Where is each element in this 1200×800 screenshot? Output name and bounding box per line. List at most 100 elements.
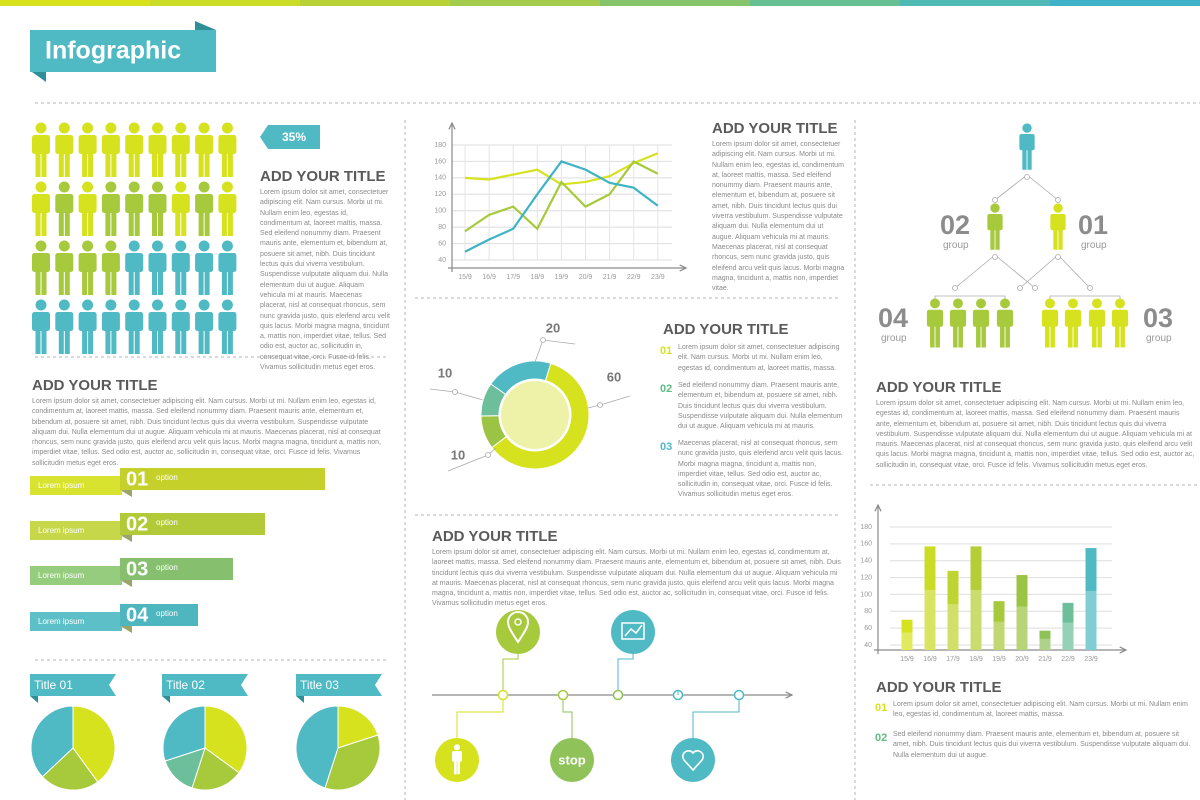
y-tick-label: 60 xyxy=(438,240,446,247)
badge-text: 35% xyxy=(282,130,306,144)
y-tick-label: 180 xyxy=(434,142,446,149)
person-body xyxy=(125,194,144,213)
person-leg xyxy=(457,760,461,775)
person-icon xyxy=(32,299,50,354)
x-tick-label: 16/9 xyxy=(923,656,937,663)
person-leg xyxy=(88,270,94,295)
person-icon xyxy=(101,122,120,177)
person-leg xyxy=(227,270,233,295)
bar-shade xyxy=(901,632,913,650)
person-icon xyxy=(148,299,167,354)
person-head xyxy=(175,299,187,311)
person-head xyxy=(1045,298,1055,309)
person-head xyxy=(58,240,70,252)
option-label-box xyxy=(30,566,122,585)
person-leg xyxy=(1115,325,1120,348)
bar-shade xyxy=(1085,590,1097,650)
person-icon xyxy=(949,298,967,348)
person-body xyxy=(101,312,120,331)
tree-line xyxy=(1026,174,1059,201)
person-body xyxy=(996,309,1014,327)
person-icon xyxy=(1041,298,1059,348)
option-bar xyxy=(120,468,325,490)
banner-fold xyxy=(195,21,216,30)
timeline-node xyxy=(557,689,569,701)
timeline-connector xyxy=(617,654,634,695)
block-title: ADD YOUR TITLE xyxy=(712,120,838,137)
person-head xyxy=(58,122,70,134)
tree-line xyxy=(954,254,996,289)
person-leg xyxy=(35,211,41,236)
header-title: Infographic xyxy=(45,37,181,65)
person-body xyxy=(1041,309,1059,327)
option-label: option xyxy=(156,563,178,572)
person-body xyxy=(218,253,237,272)
pie-slice xyxy=(30,705,74,778)
tree-line xyxy=(1057,254,1091,289)
person-leg xyxy=(198,152,204,177)
person-head xyxy=(198,299,210,311)
person-leg xyxy=(41,329,47,354)
person-body xyxy=(171,312,190,331)
badge xyxy=(260,125,320,149)
bar-shade xyxy=(970,589,982,650)
person-icon xyxy=(996,298,1014,348)
person-icon xyxy=(195,299,214,354)
option-number: 02 xyxy=(126,513,148,535)
person-leg xyxy=(453,760,457,775)
pie-title: Title 03 xyxy=(300,678,339,692)
tree-bracket xyxy=(1049,295,1121,305)
paragraph: Sed eleifend nonummy diam. Praesent maur… xyxy=(678,382,843,431)
y-tick-label: 40 xyxy=(438,257,446,264)
person-leg xyxy=(981,325,986,348)
person-icon xyxy=(1050,203,1066,250)
person-leg xyxy=(204,270,210,295)
person-head xyxy=(198,181,210,193)
option-text: Lorem ipsum xyxy=(38,481,85,490)
person-leg xyxy=(134,211,140,236)
y-tick-label: 120 xyxy=(434,191,446,198)
title-banner xyxy=(296,674,382,696)
donut-center xyxy=(501,381,569,449)
person-body xyxy=(1111,309,1129,327)
person-icon xyxy=(195,181,214,236)
tree-node xyxy=(1032,285,1038,291)
person-leg xyxy=(35,329,41,354)
person-icon xyxy=(1019,123,1035,170)
block-title: ADD YOUR TITLE xyxy=(32,377,158,394)
bar xyxy=(1039,630,1051,650)
line-series xyxy=(464,160,659,233)
bar xyxy=(1016,575,1028,650)
tree-node xyxy=(1024,174,1030,180)
option-label-box xyxy=(30,521,122,540)
y-axis-head xyxy=(448,121,456,130)
x-tick-label: 15/9 xyxy=(458,274,472,281)
paragraph: Lorem ipsum dolor sit amet, consectetuer… xyxy=(712,141,845,293)
x-tick-label: 15/9 xyxy=(900,656,914,663)
person-leg xyxy=(64,211,70,236)
person-head xyxy=(1022,123,1032,133)
person-icon xyxy=(148,240,167,295)
top-strip xyxy=(750,0,900,6)
person-leg xyxy=(221,270,227,295)
person-leg xyxy=(128,270,134,295)
person-leg xyxy=(134,152,140,177)
banner-tail xyxy=(32,72,46,82)
item-number: 01 xyxy=(660,345,673,357)
person-leg xyxy=(128,329,134,354)
top-strip xyxy=(450,0,600,6)
person-head xyxy=(128,122,140,134)
tree-node xyxy=(1055,254,1061,260)
person-leg xyxy=(1050,325,1055,348)
person-head xyxy=(82,299,94,311)
person-body xyxy=(101,135,120,154)
person-leg xyxy=(1073,325,1078,348)
person-leg xyxy=(1097,325,1102,348)
paragraph: Sed eleifend nonummy diam. Praesent maur… xyxy=(893,731,1191,759)
leader-line xyxy=(534,339,576,363)
person-head xyxy=(152,299,163,311)
stop-label: stop xyxy=(558,752,586,767)
tree-node xyxy=(1087,285,1093,291)
y-tick-label: 60 xyxy=(864,625,872,632)
